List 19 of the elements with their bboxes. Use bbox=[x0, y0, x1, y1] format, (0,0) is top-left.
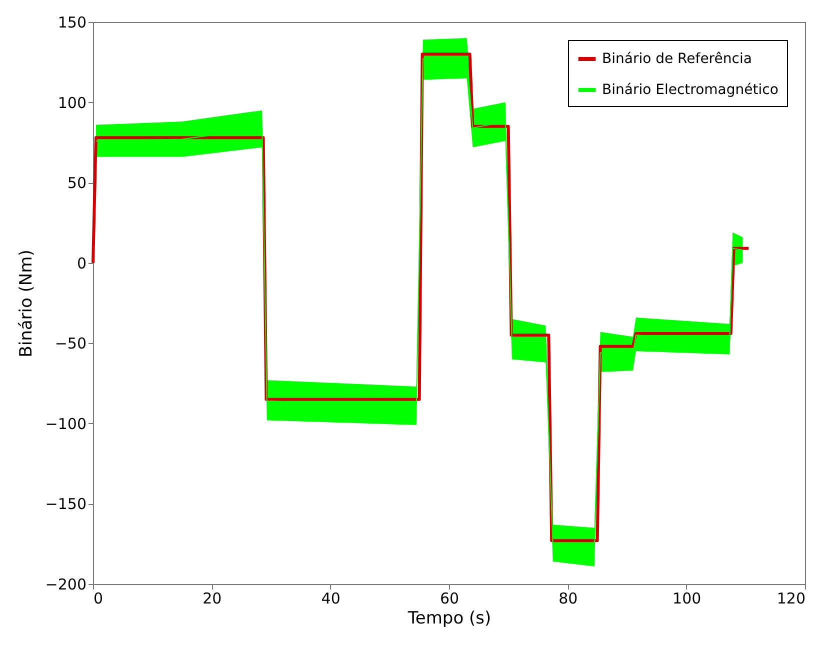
x-tick-label: 40 bbox=[321, 590, 340, 608]
y-tick-label: 50 bbox=[67, 174, 86, 192]
y-tick-label: 100 bbox=[58, 94, 86, 112]
x-tick-label: 100 bbox=[672, 590, 702, 608]
y-tick-label: −200 bbox=[45, 576, 86, 594]
x-tick-label: 20 bbox=[202, 590, 222, 608]
y-tick-label: 0 bbox=[76, 254, 86, 272]
x-axis-title: Tempo (s) bbox=[406, 608, 492, 628]
x-tick-label: 60 bbox=[440, 590, 460, 608]
y-tick-label: −50 bbox=[54, 334, 86, 353]
y-tick-label: −100 bbox=[45, 414, 86, 433]
y-axis-title: Binário (Nm) bbox=[16, 250, 36, 358]
x-tick-label: 0 bbox=[94, 590, 104, 608]
y-tick-label: −150 bbox=[45, 495, 86, 514]
y-tick-label: 150 bbox=[58, 14, 86, 32]
legend-label: Binário de Referência bbox=[602, 51, 752, 67]
x-tick-label: 80 bbox=[558, 590, 578, 608]
x-tick-label: 120 bbox=[776, 590, 806, 608]
legend-label: Binário Electromagnético bbox=[602, 82, 778, 98]
